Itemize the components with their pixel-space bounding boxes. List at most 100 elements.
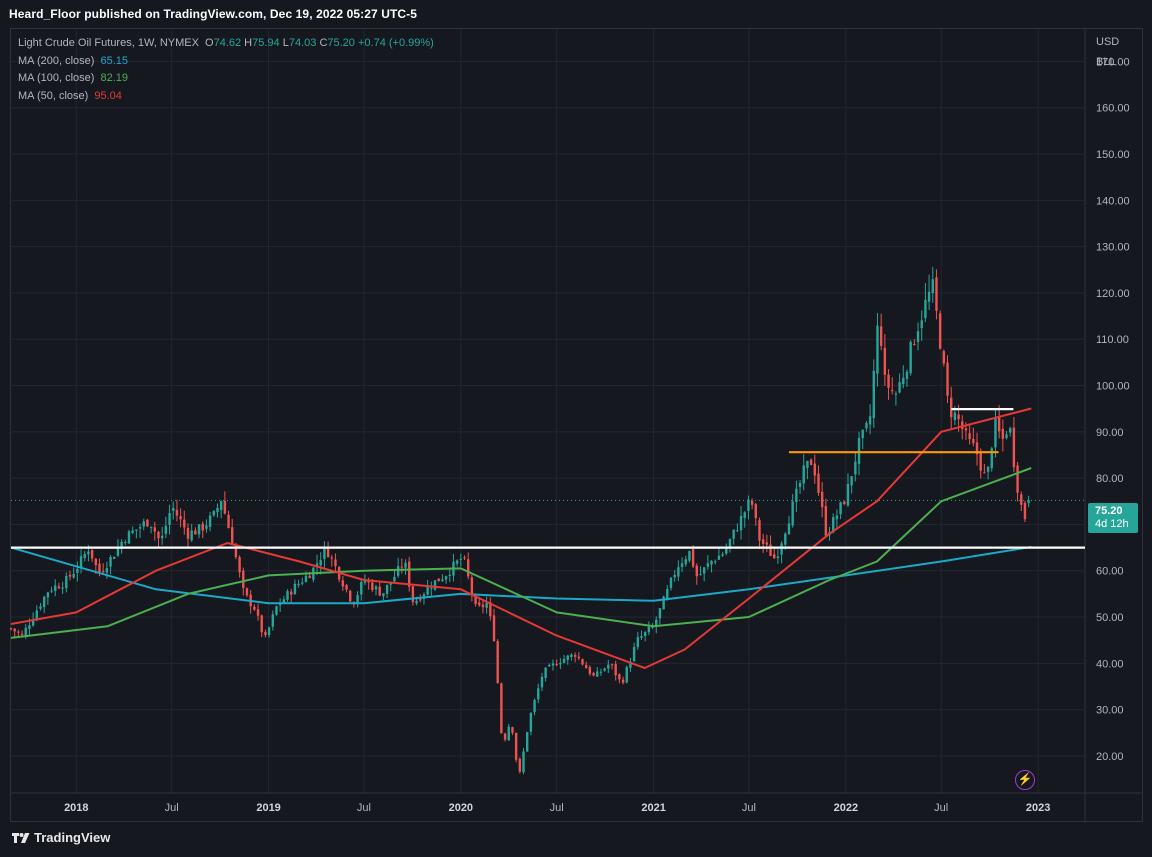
candle-body xyxy=(201,523,204,531)
legend-ma50-row[interactable]: MA (50, close) 95.04 xyxy=(18,88,434,106)
candle-body xyxy=(205,525,208,529)
tradingview-brand[interactable]: TradingView xyxy=(12,830,110,845)
candle xyxy=(186,523,190,549)
candle-body xyxy=(356,594,359,604)
candle xyxy=(669,577,673,591)
candle xyxy=(710,559,713,573)
candle-body xyxy=(393,576,396,582)
candle-body xyxy=(850,476,853,486)
candle xyxy=(260,614,263,638)
candle-body xyxy=(677,567,680,577)
candle xyxy=(57,582,61,590)
candle-body xyxy=(975,442,979,455)
y-tick-label: 130.00 xyxy=(1096,242,1130,254)
candle-body xyxy=(242,570,245,588)
candle-body xyxy=(13,628,16,632)
candle xyxy=(382,593,385,600)
candle-body xyxy=(968,433,971,440)
candle-body xyxy=(961,421,964,430)
candle xyxy=(902,365,905,389)
candle xyxy=(979,448,982,479)
candle-body xyxy=(83,553,86,559)
candle-body xyxy=(629,661,632,668)
candle xyxy=(205,519,208,533)
candle xyxy=(883,334,887,386)
candle-body xyxy=(245,588,249,596)
candle xyxy=(411,585,415,606)
candle-body xyxy=(349,590,352,602)
y-tick-label: 170.00 xyxy=(1096,56,1130,68)
candle-body xyxy=(138,527,142,529)
candle xyxy=(83,550,86,562)
candle-body xyxy=(891,390,894,392)
candle-body xyxy=(835,515,839,520)
candle-body xyxy=(551,663,555,666)
candle xyxy=(603,667,606,672)
chart-frame[interactable] xyxy=(10,28,1143,822)
candle-body xyxy=(636,637,640,648)
candle-body xyxy=(529,712,533,732)
candle-body xyxy=(260,615,263,633)
candle-body xyxy=(367,581,370,583)
candle-body xyxy=(396,566,400,576)
candle-body xyxy=(695,565,699,577)
candle xyxy=(706,555,710,570)
candle xyxy=(68,570,72,581)
candle xyxy=(124,539,127,546)
candle-body xyxy=(972,438,975,444)
candle xyxy=(850,475,853,494)
candle xyxy=(146,518,149,528)
candle xyxy=(245,587,249,597)
candle xyxy=(787,516,791,535)
candle-body xyxy=(146,519,149,527)
candle xyxy=(865,421,868,432)
legend-ma200-row[interactable]: MA (200, close) 65.15 xyxy=(18,53,434,71)
candle-body xyxy=(736,530,739,532)
candle-body xyxy=(208,515,212,527)
candle xyxy=(433,580,437,592)
x-tick-label: Jul xyxy=(550,802,564,814)
candle-body xyxy=(702,567,706,574)
candle-body xyxy=(223,500,227,514)
candle xyxy=(216,503,219,518)
y-tick-label: 110.00 xyxy=(1096,334,1129,346)
lightning-icon[interactable]: ⚡ xyxy=(1015,770,1035,790)
candle xyxy=(540,672,544,692)
candle xyxy=(876,313,879,387)
candle-body xyxy=(17,631,20,633)
candle xyxy=(467,552,470,580)
candle-body xyxy=(474,595,477,605)
candle-body xyxy=(584,665,588,669)
candle-body xyxy=(739,515,743,531)
bottom-bar xyxy=(0,822,1152,857)
candle xyxy=(142,518,145,531)
candle-body xyxy=(750,500,754,505)
grid xyxy=(11,29,1085,793)
candle-body xyxy=(743,512,746,518)
candle-body xyxy=(160,535,164,539)
candle xyxy=(721,551,724,558)
candle-body xyxy=(382,593,385,597)
candle xyxy=(688,550,691,563)
legend-symbol-row[interactable]: Light Crude Oil Futures, 1W, NYMEX O74.6… xyxy=(18,35,434,53)
candle-body xyxy=(500,683,503,734)
legend-ma100-row[interactable]: MA (100, close) 82.19 xyxy=(18,70,434,88)
candle-body xyxy=(496,641,499,683)
bar-countdown: 4d 12h xyxy=(1095,518,1129,530)
legend-symbol: Light Crude Oil Futures, 1W, NYMEX xyxy=(18,37,199,49)
candle-body xyxy=(400,566,404,568)
candle xyxy=(625,665,628,684)
candle xyxy=(592,671,595,677)
candle xyxy=(736,523,739,532)
candle-body xyxy=(433,580,437,590)
candle-body xyxy=(780,543,783,555)
candle xyxy=(577,652,581,661)
candle xyxy=(503,732,507,742)
candle xyxy=(1023,500,1027,523)
candle-body xyxy=(938,313,942,349)
candle xyxy=(832,513,835,534)
chart-legend: Light Crude Oil Futures, 1W, NYMEX O74.6… xyxy=(18,35,434,105)
candle-body xyxy=(924,299,927,318)
candle xyxy=(743,511,746,528)
